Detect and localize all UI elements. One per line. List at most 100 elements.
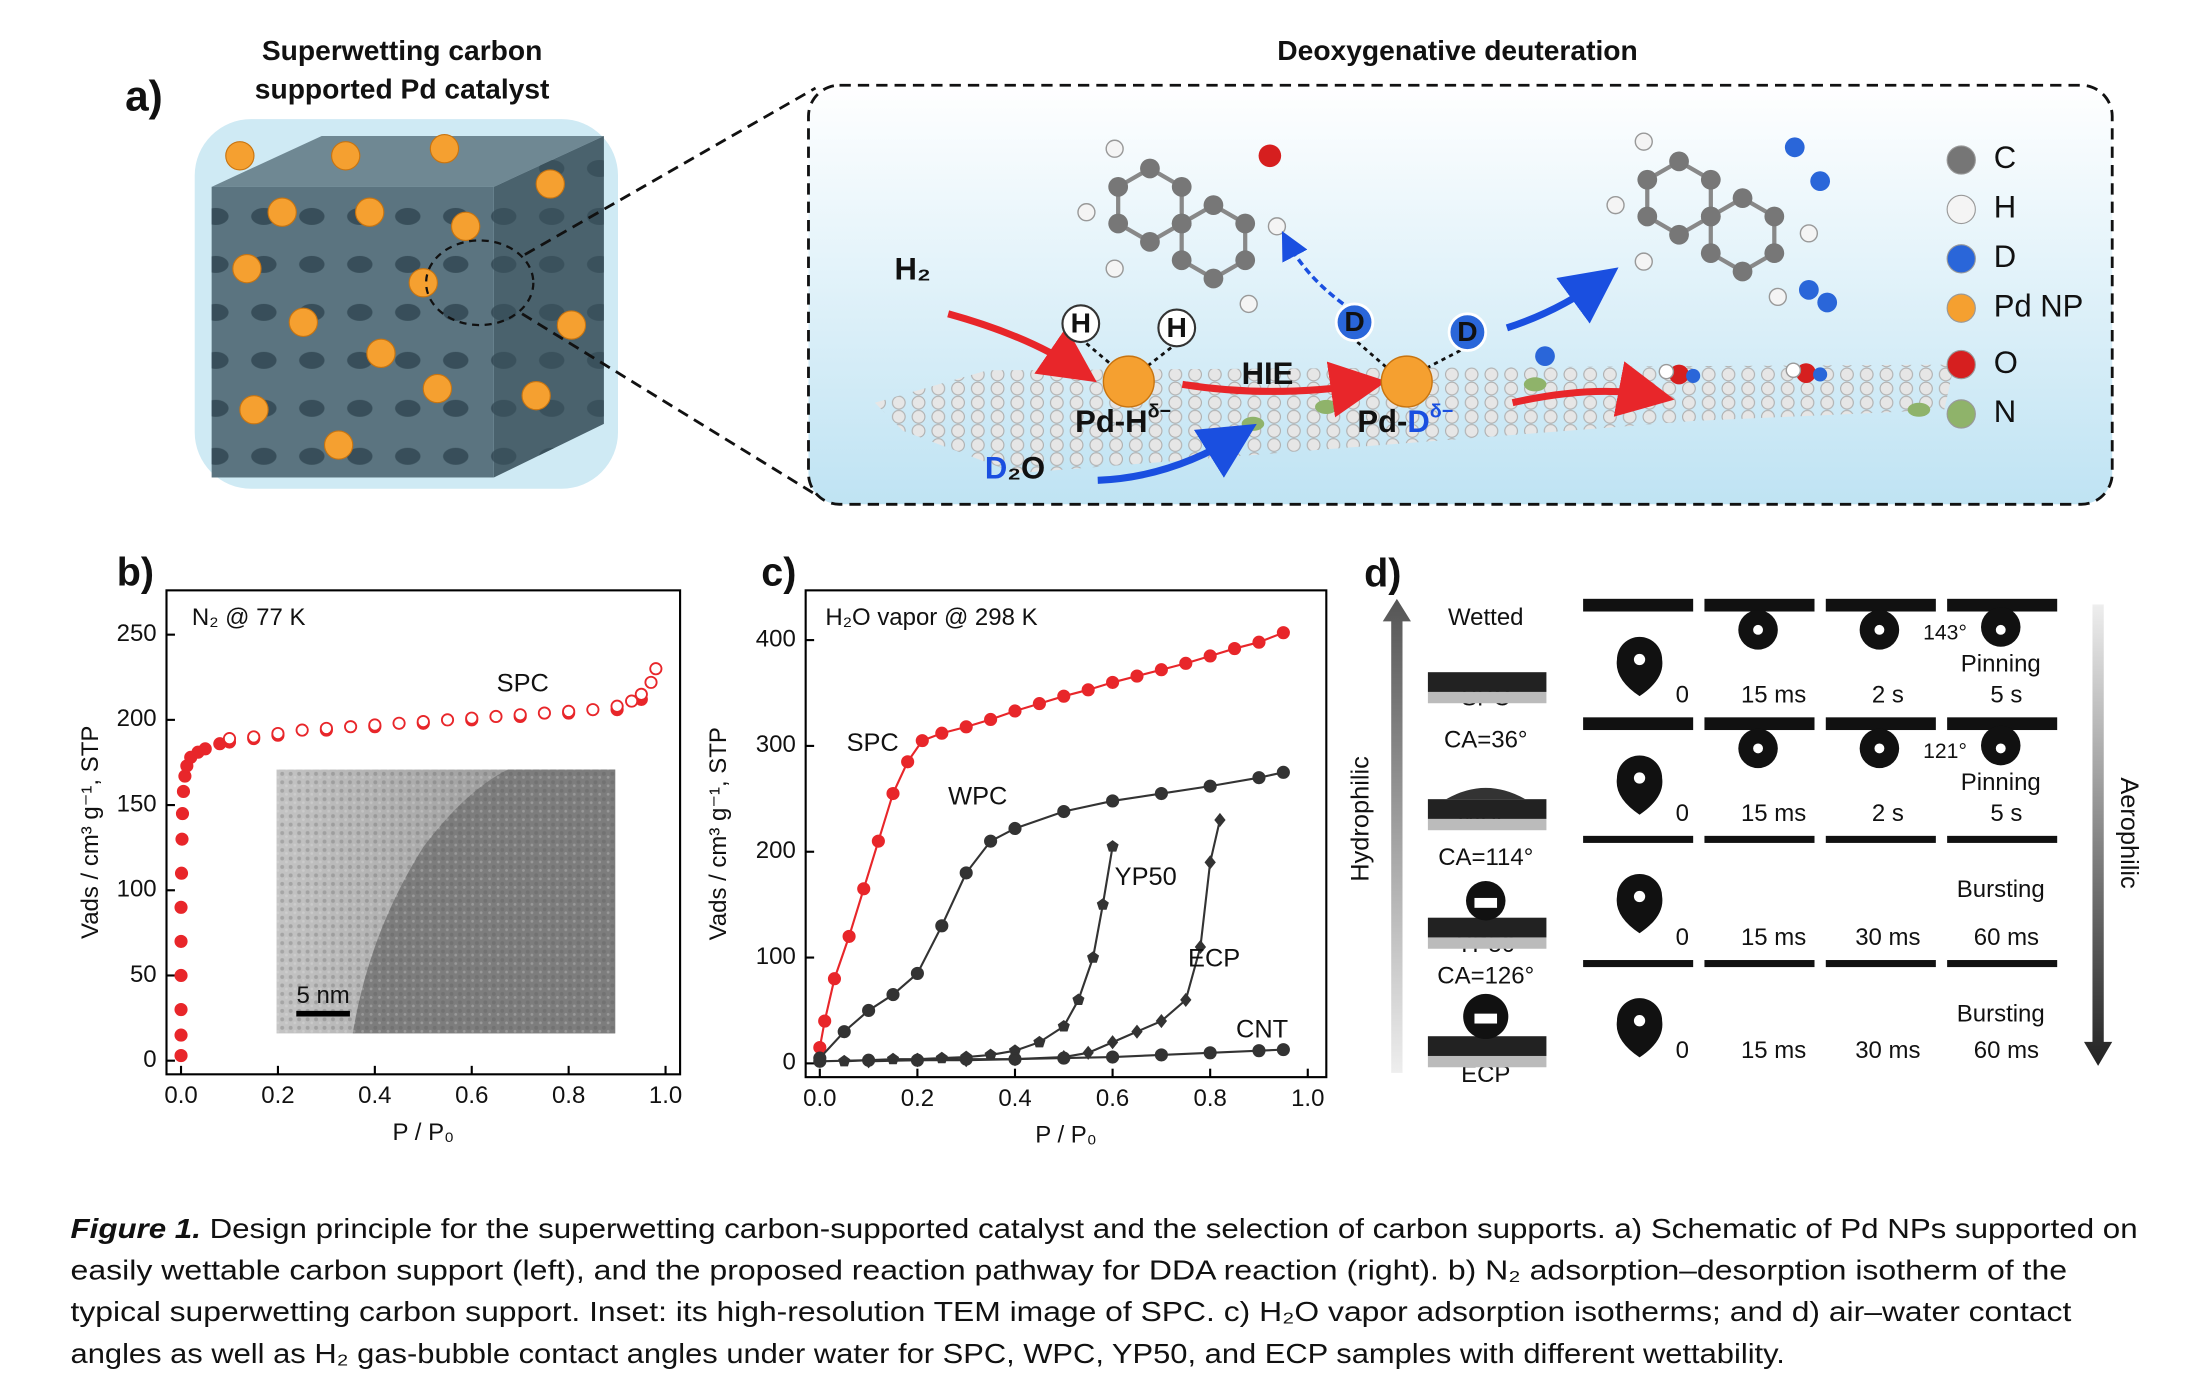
- legend-label: D: [1994, 239, 2016, 274]
- droplet-glint: [1474, 897, 1498, 908]
- marker: [174, 900, 188, 914]
- marker: [1154, 786, 1168, 801]
- pd-particle: [1380, 355, 1433, 408]
- droplet: [1446, 787, 1526, 800]
- substrate-bar: [1825, 717, 1936, 731]
- time-label: 5 s: [1990, 800, 2022, 827]
- time-label: 30 ms: [1855, 1037, 1920, 1064]
- y-tick-label: 250: [117, 620, 157, 647]
- substrate-shine: [1427, 1055, 1547, 1068]
- x-tick-label: 1.0: [649, 1082, 682, 1109]
- d-atom: [1447, 312, 1488, 352]
- y-tick-label: 0: [782, 1049, 795, 1076]
- time-label: 15 ms: [1741, 800, 1806, 827]
- x-tick-label: 1.0: [1291, 1085, 1324, 1112]
- scale-label: 5 nm: [296, 982, 349, 1009]
- legend-marker: [1946, 145, 1976, 175]
- x-axis-label: P / P₀: [1035, 1122, 1096, 1149]
- x-tick-label: 0.2: [901, 1085, 934, 1112]
- x-tick-label: 0.4: [358, 1082, 391, 1109]
- marker: [1276, 1043, 1290, 1057]
- marker: [886, 786, 900, 801]
- marker: [959, 720, 973, 734]
- marker: [610, 699, 624, 713]
- marker: [489, 709, 503, 724]
- marker: [1008, 1052, 1022, 1066]
- species-label: HIE: [1242, 356, 1294, 391]
- zoom-circle: [424, 239, 535, 327]
- marker: [1214, 812, 1226, 828]
- marker: [1154, 1048, 1168, 1062]
- series-label: SPC: [847, 729, 899, 757]
- c-atom: [1637, 206, 1658, 227]
- h-atom: [1799, 224, 1819, 243]
- c-atom: [1700, 243, 1721, 264]
- marker: [368, 718, 382, 732]
- marker: [198, 742, 212, 756]
- species-label: Pd-Dδ−: [1357, 401, 1453, 439]
- plot-frame: [165, 589, 682, 1076]
- sample-label: CA=36°: [1444, 727, 1528, 754]
- substrate-bar: [1825, 598, 1936, 612]
- marker: [1252, 1044, 1266, 1058]
- substrate-bar: [1583, 598, 1694, 612]
- y-axis-label: Vads / cm³ g⁻¹, STP: [705, 727, 732, 940]
- c-atom: [1732, 188, 1753, 208]
- bubble-glint: [1633, 653, 1646, 666]
- sample-label: CA=126°: [1437, 962, 1534, 989]
- marker: [1180, 992, 1192, 1007]
- marker: [1130, 669, 1144, 683]
- o-atom: [1796, 363, 1816, 383]
- marker: [175, 807, 190, 821]
- marker: [1252, 635, 1266, 649]
- marker: [562, 704, 576, 718]
- y-tick-label: 0: [143, 1046, 156, 1073]
- d-atom: [1334, 302, 1375, 343]
- substrate-bar: [1704, 598, 1815, 612]
- droplet-glint: [1474, 1013, 1498, 1024]
- caption-text: Design principle for the superwetting ca…: [201, 1213, 2138, 1244]
- d-atom: [1535, 346, 1555, 367]
- c-atom: [1700, 206, 1721, 227]
- x-axis-label: P / P₀: [393, 1119, 454, 1146]
- marker: [1057, 1019, 1070, 1032]
- pd-particle: [408, 268, 438, 298]
- caption-label: Figure 1.: [71, 1213, 201, 1244]
- x-tick-label: 0.2: [261, 1082, 294, 1109]
- marker: [625, 694, 639, 708]
- annotation: H₂O vapor @ 298 K: [825, 604, 1037, 631]
- y-tick-label: 200: [756, 837, 796, 864]
- legend-label: C: [1994, 140, 2016, 175]
- legend-label: H: [1994, 190, 2016, 225]
- caption-text: angles as well as H₂ gas-bubble contact …: [71, 1338, 1785, 1369]
- species-label: H₂: [895, 252, 931, 287]
- arrow: [1505, 267, 1619, 332]
- substrate-bar: [1704, 835, 1815, 843]
- pd-particle: [354, 197, 385, 227]
- marker: [1032, 697, 1046, 711]
- substrate: [1427, 1036, 1547, 1056]
- y-tick-label: 400: [756, 625, 796, 652]
- y-tick-label: 300: [756, 731, 796, 758]
- marker: [1096, 898, 1109, 910]
- marker: [1154, 663, 1168, 677]
- c-atom: [1235, 213, 1256, 234]
- series-label: YP50: [1115, 863, 1177, 891]
- series-label: ECP: [1188, 945, 1240, 973]
- gradient-arrow: [2083, 604, 2113, 1066]
- marker: [1106, 1050, 1120, 1064]
- marker: [984, 834, 998, 848]
- h-atom: [1768, 287, 1787, 307]
- panel-label: d): [1364, 552, 1401, 596]
- marker: [1276, 765, 1290, 779]
- marker: [1203, 1046, 1217, 1060]
- n-atom: [1241, 416, 1265, 431]
- atom-label: D: [1344, 305, 1364, 337]
- h-atom: [1105, 259, 1124, 278]
- time-label: 30 ms: [1855, 924, 1920, 951]
- d-atom: [1817, 292, 1838, 313]
- bond: [1085, 340, 1462, 372]
- bubble-glint: [1633, 890, 1646, 903]
- arrow: [1511, 361, 1675, 417]
